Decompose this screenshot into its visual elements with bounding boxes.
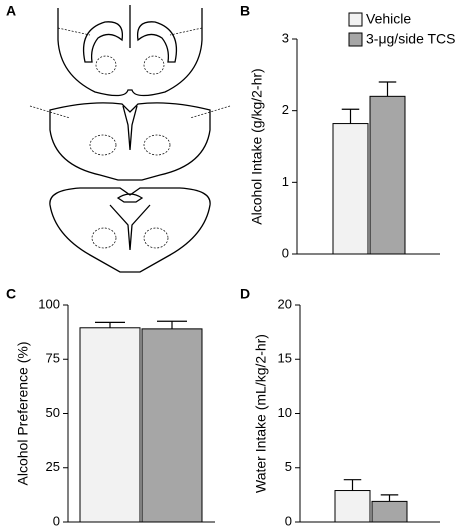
bar: [141, 328, 203, 523]
y-axis-label: Alcohol Intake (g/kg/2-hr): [249, 68, 265, 224]
y-tick-label: 20: [278, 296, 292, 311]
y-tick-label: 3: [282, 30, 289, 45]
y-tick-label: 75: [46, 351, 60, 366]
y-tick-label: 100: [38, 296, 60, 311]
bar: [334, 490, 371, 523]
legend-label: Vehicle: [366, 11, 411, 27]
y-tick-label: 2: [282, 102, 289, 117]
legend-swatch: [348, 32, 363, 47]
y-tick-label: 5: [285, 459, 292, 474]
y-tick-label: 10: [278, 405, 292, 420]
legend-swatch: [348, 12, 363, 27]
panel-label: D: [240, 286, 250, 302]
bar: [332, 123, 369, 255]
panel-label: A: [6, 3, 16, 19]
y-tick-label: 50: [46, 405, 60, 420]
y-tick-label: 25: [46, 459, 60, 474]
brain-sections: [29, 5, 231, 273]
y-tick-label: 0: [282, 245, 289, 260]
y-axis-label: Alcohol Preference (%): [15, 342, 31, 486]
y-tick-label: 0: [285, 513, 292, 528]
bar: [371, 500, 408, 523]
bar: [369, 95, 406, 255]
y-tick-label: 15: [278, 351, 292, 366]
panel-label: B: [240, 3, 250, 19]
bar: [79, 327, 141, 523]
legend-label: 3-μg/side TCS: [366, 31, 456, 47]
y-tick-label: 1: [282, 174, 289, 189]
panel-label: C: [6, 286, 16, 302]
y-axis-label: Water Intake (mL/kg/2-hr): [253, 334, 269, 493]
y-tick-label: 0: [53, 513, 60, 528]
